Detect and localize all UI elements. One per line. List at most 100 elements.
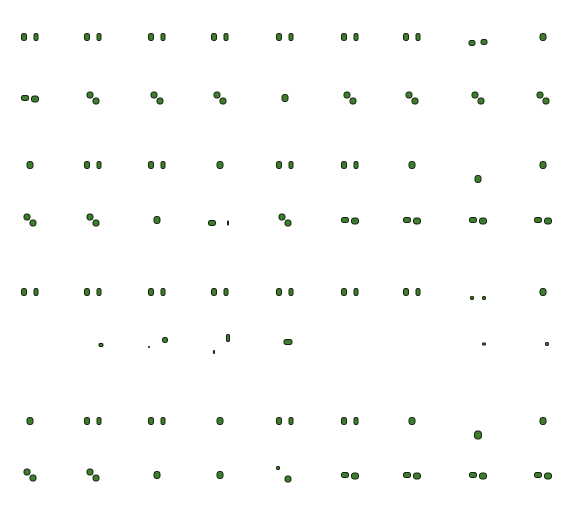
blob xyxy=(341,472,349,478)
blob xyxy=(86,91,94,99)
blob xyxy=(213,350,215,354)
blob xyxy=(341,33,347,41)
blob xyxy=(96,417,102,425)
blob xyxy=(536,91,544,99)
blob xyxy=(86,213,94,221)
blob xyxy=(353,161,359,169)
blob xyxy=(160,161,166,169)
blob xyxy=(284,219,292,227)
blob xyxy=(276,33,282,41)
blob xyxy=(539,33,547,41)
blob xyxy=(351,472,359,480)
blob xyxy=(283,339,293,345)
blob xyxy=(86,468,94,476)
blob xyxy=(281,94,289,102)
blob xyxy=(84,288,90,296)
blob xyxy=(21,33,27,41)
blob xyxy=(33,288,39,296)
blob xyxy=(227,220,229,226)
blob xyxy=(276,288,282,296)
blob xyxy=(415,288,421,296)
blob xyxy=(26,161,34,169)
blob xyxy=(96,33,102,41)
blob xyxy=(403,288,409,296)
blob xyxy=(148,417,154,425)
blob xyxy=(288,288,294,296)
blob xyxy=(349,97,357,105)
blob xyxy=(29,219,37,227)
blob xyxy=(544,217,552,225)
blob xyxy=(23,468,31,476)
blob xyxy=(156,97,164,105)
blob xyxy=(288,417,294,425)
blob xyxy=(216,161,224,169)
blob xyxy=(405,91,413,99)
blob xyxy=(288,33,294,41)
blob xyxy=(92,97,100,105)
blob xyxy=(542,97,550,105)
blob xyxy=(471,91,479,99)
blob xyxy=(479,472,487,480)
blob xyxy=(470,296,474,300)
blob xyxy=(341,288,347,296)
blob xyxy=(341,161,347,169)
blob xyxy=(23,213,31,221)
blob xyxy=(223,33,229,41)
blob xyxy=(92,219,100,227)
blob xyxy=(288,161,294,169)
blob xyxy=(534,472,542,478)
blob xyxy=(84,33,90,41)
blob xyxy=(160,288,166,296)
blob xyxy=(160,33,166,41)
blob xyxy=(480,39,488,45)
blob xyxy=(343,91,351,99)
blob xyxy=(474,430,482,440)
blob xyxy=(276,417,282,425)
blob xyxy=(403,33,409,41)
blob xyxy=(544,472,552,480)
blob xyxy=(96,161,102,169)
blob xyxy=(539,288,547,296)
blob xyxy=(216,471,224,479)
blob xyxy=(353,417,359,425)
blob xyxy=(353,288,359,296)
blob xyxy=(226,334,230,342)
blob xyxy=(534,217,542,223)
blob xyxy=(21,288,27,296)
blob xyxy=(211,33,217,41)
blob xyxy=(148,161,154,169)
blob xyxy=(468,40,476,46)
blob xyxy=(153,216,161,224)
blob xyxy=(92,474,100,482)
blob xyxy=(21,95,29,101)
blob xyxy=(482,342,486,346)
blob xyxy=(148,288,154,296)
blob xyxy=(479,217,487,225)
blob xyxy=(213,91,221,99)
blob xyxy=(98,343,104,347)
blob xyxy=(84,161,90,169)
blob xyxy=(219,97,227,105)
blob xyxy=(341,217,349,223)
blob xyxy=(469,217,477,223)
blob xyxy=(351,217,359,225)
blob xyxy=(353,33,359,41)
blob xyxy=(415,33,421,41)
blob xyxy=(477,97,485,105)
blob xyxy=(162,337,168,343)
blob xyxy=(278,213,286,221)
blob xyxy=(153,471,161,479)
blob xyxy=(403,472,411,478)
blob xyxy=(341,417,347,425)
blob xyxy=(469,472,477,478)
blob xyxy=(160,417,166,425)
blob xyxy=(84,417,90,425)
blob xyxy=(31,95,39,103)
blob xyxy=(208,220,216,226)
blob xyxy=(284,475,292,483)
blob xyxy=(411,97,419,105)
blob xyxy=(276,161,282,169)
